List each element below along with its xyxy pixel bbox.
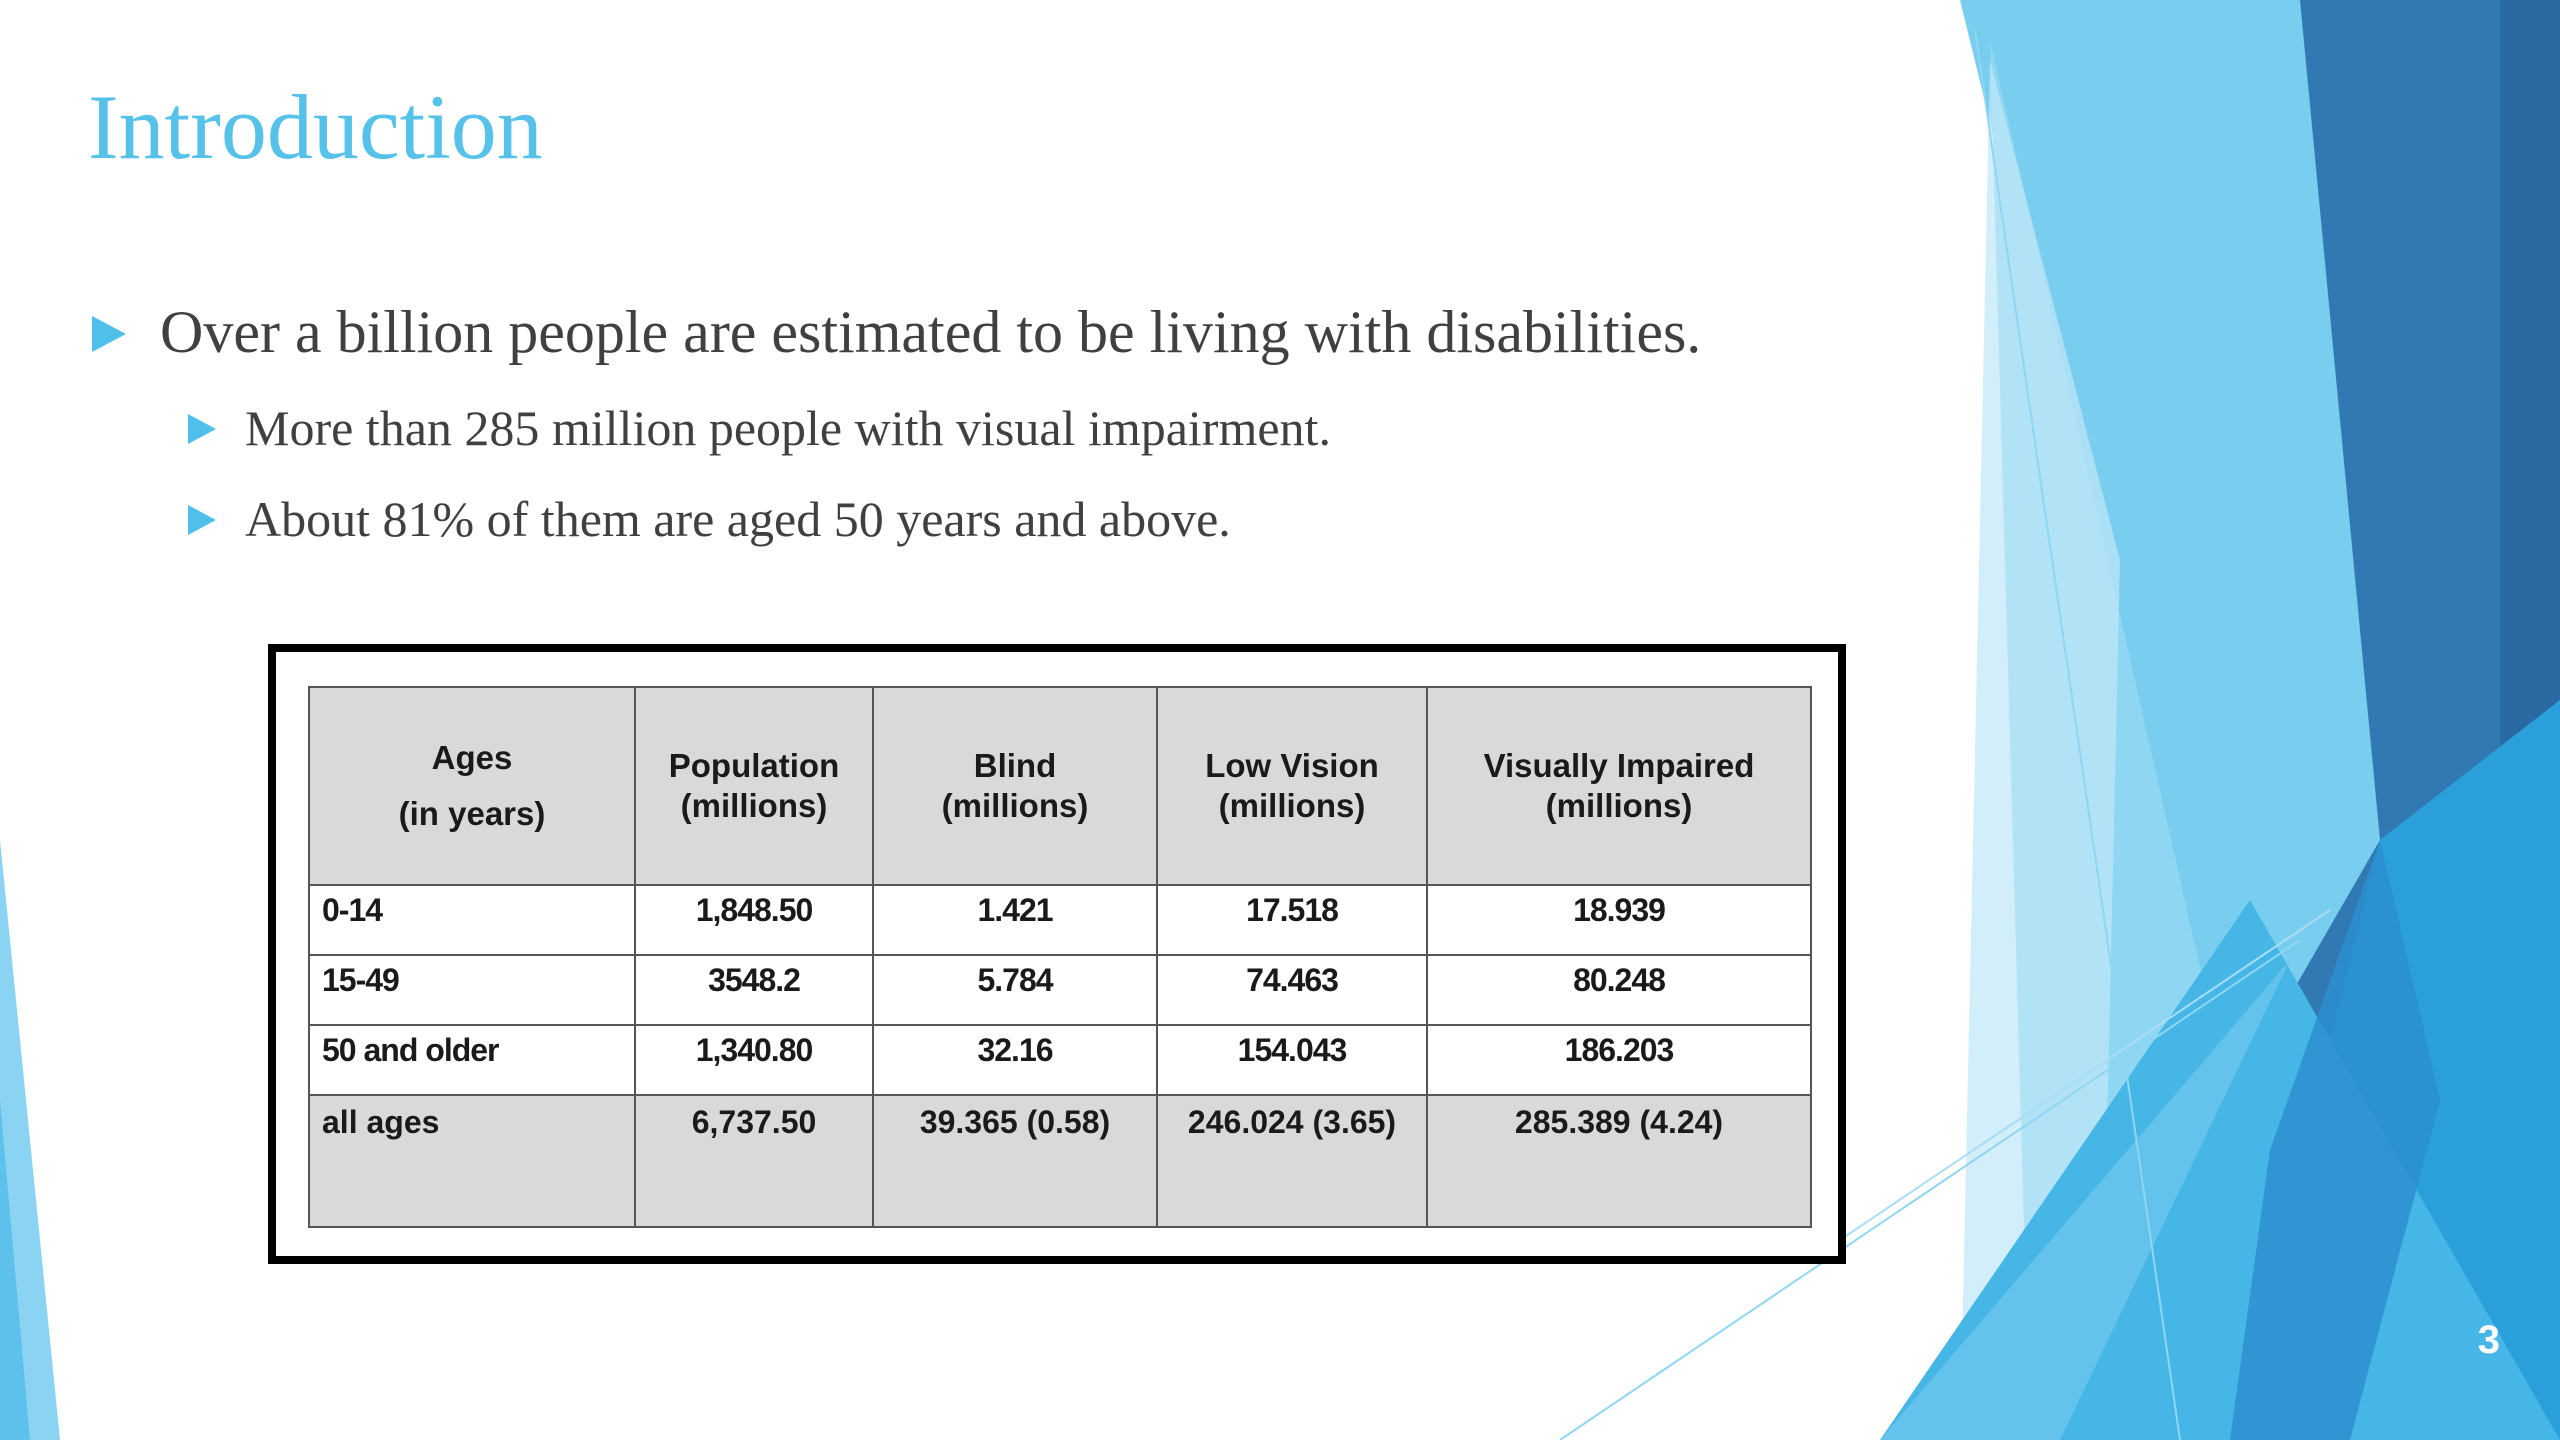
header-ages: Ages (in years) <box>308 686 636 886</box>
header-visually-impaired: Visually Impaired (millions) <box>1426 686 1812 886</box>
table-cell-age: all ages <box>308 1094 636 1228</box>
header-population: Population (millions) <box>634 686 874 886</box>
table-cell: 18.939 <box>1426 884 1812 956</box>
table-cell: 80.248 <box>1426 954 1812 1026</box>
table-cell: 1,340.80 <box>634 1024 874 1096</box>
table-cell: 246.024 (3.65) <box>1156 1094 1428 1228</box>
table-cell: 32.16 <box>872 1024 1158 1096</box>
triangle-right-icon <box>188 505 216 535</box>
header-line-1: Population <box>668 747 840 784</box>
table-cell: 1,848.50 <box>634 884 874 956</box>
table-cell: 74.463 <box>1156 954 1428 1026</box>
header-line-1: Ages <box>431 739 513 776</box>
table-cell: 6,737.50 <box>634 1094 874 1228</box>
bullet-text: About 81% of them are aged 50 years and … <box>245 491 1231 547</box>
table-header-row: Ages (in years) Population (millions) Bl… <box>308 686 1812 886</box>
table-cell: 5.784 <box>872 954 1158 1026</box>
facet-pale <box>1960 60 2120 1440</box>
bullet-text: Over a billion people are estimated to b… <box>160 299 1702 365</box>
table-row: 0-14 1,848.50 1.421 17.518 18.939 <box>308 884 1812 956</box>
table-row-total: all ages 6,737.50 39.365 (0.58) 246.024 … <box>308 1094 1812 1228</box>
table-cell-age: 0-14 <box>308 884 636 956</box>
thin-line-1 <box>1974 29 2181 1440</box>
facet-light-1 <box>1960 0 2380 1100</box>
slide-title: Introduction <box>88 76 543 178</box>
thin-line-3 <box>1839 909 2331 1241</box>
table-row: 15-49 3548.2 5.784 74.463 80.248 <box>308 954 1812 1026</box>
header-line-1: Visually Impaired <box>1483 747 1755 784</box>
triangle-right-icon <box>188 414 216 444</box>
header-line-1: Blind <box>973 747 1057 784</box>
table-cell: 285.389 (4.24) <box>1426 1094 1812 1228</box>
visual-impairment-table: Ages (in years) Population (millions) Bl… <box>308 686 1812 1228</box>
facet-bottom-light <box>1880 960 2290 1440</box>
header-line-2: (millions) <box>1218 787 1366 824</box>
thin-line-2 <box>1559 939 2301 1440</box>
table-cell: 17.518 <box>1156 884 1428 956</box>
header-line-1: Low Vision <box>1205 747 1379 784</box>
facet-mid-strip <box>2230 840 2440 1440</box>
facet-left-mid <box>0 1100 30 1440</box>
table-cell: 154.043 <box>1156 1024 1428 1096</box>
table-cell: 39.365 (0.58) <box>872 1094 1158 1228</box>
header-line-2: (millions) <box>1545 787 1693 824</box>
header-blind: Blind (millions) <box>872 686 1158 886</box>
table-frame: Ages (in years) Population (millions) Bl… <box>268 644 1846 1264</box>
header-line-2: (millions) <box>941 787 1089 824</box>
table-cell-age: 15-49 <box>308 954 636 1026</box>
header-low-vision: Low Vision (millions) <box>1156 686 1428 886</box>
page-number: 3 <box>2477 1318 2500 1362</box>
table-cell-age: 50 and older <box>308 1024 636 1096</box>
header-line-2: (in years) <box>398 795 546 832</box>
table-cell: 1.421 <box>872 884 1158 956</box>
table-cell: 3548.2 <box>634 954 874 1026</box>
triangle-right-icon <box>92 316 126 352</box>
header-line-2: (millions) <box>680 787 828 824</box>
bullet-text: More than 285 million people with visual… <box>245 400 1331 456</box>
table-row: 50 and older 1,340.80 32.16 154.043 186.… <box>308 1024 1812 1096</box>
table-cell: 186.203 <box>1426 1024 1812 1096</box>
